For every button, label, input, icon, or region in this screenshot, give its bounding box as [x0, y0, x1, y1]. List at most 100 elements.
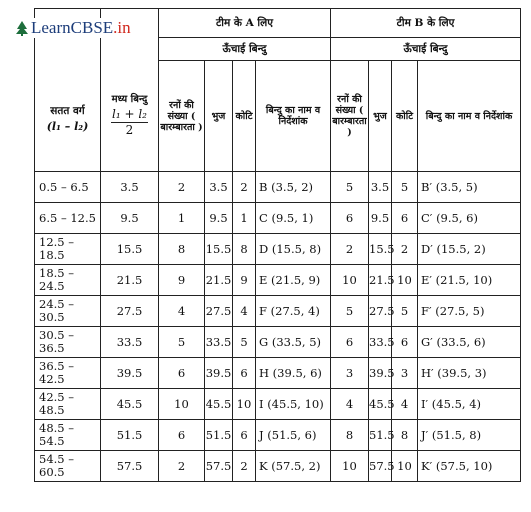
- midpoint-cell: 15.5: [100, 233, 159, 265]
- team-a-point-cell: H (39.5, 6): [255, 357, 331, 389]
- team-b-x-cell: 9.5: [368, 202, 392, 234]
- team-b-y-cell: 3: [391, 357, 418, 389]
- team-b-y-cell: 6: [391, 202, 418, 234]
- team-b-x-header: भुज: [368, 60, 392, 172]
- team-a-y-cell: 10: [232, 388, 256, 420]
- table-row: 18.5 – 24.5 21.5 9 21.5 9 E (21.5, 9) 10 21.5 10…: [34, 264, 522, 296]
- team-a-y-cell: 1: [232, 202, 256, 234]
- team-b-runs-cell: 3: [330, 357, 369, 389]
- team-a-point-cell: C (9.5, 1): [255, 202, 331, 234]
- team-a-x-cell: 15.5: [204, 233, 233, 265]
- team-a-y-cell: 6: [232, 357, 256, 389]
- team-b-runs-cell: 10: [330, 264, 369, 296]
- team-b-point-cell: D′ (15.5, 2): [416, 233, 522, 265]
- class-interval-cell: 42.5 – 48.5: [34, 388, 101, 420]
- team-b-point-cell: G′ (33.5, 6): [416, 326, 522, 358]
- team-a-point-cell: D (15.5, 8): [255, 233, 331, 265]
- team-b-height-points: ऊँचाई बिन्दु: [329, 37, 522, 61]
- team-a-point-cell: K (57.5, 2): [255, 450, 331, 482]
- table-row: 24.5 – 30.5 27.5 4 27.5 4 F (27.5, 4) 5 27.5 5 F′…: [34, 295, 522, 327]
- team-b-y-cell: 10: [391, 264, 418, 296]
- class-interval-cell: 36.5 – 42.5: [34, 357, 101, 389]
- team-a-runs-cell: 2: [158, 450, 205, 482]
- team-b-x-cell: 51.5: [368, 419, 395, 451]
- team-a-y-cell: 9: [232, 264, 256, 296]
- team-a-y-cell: 2: [232, 171, 256, 203]
- team-b-y-cell: 4: [391, 388, 418, 420]
- team-a-point-cell: I (45.5, 10): [255, 388, 331, 420]
- team-b-y-header: कोटि: [391, 60, 418, 172]
- table-row: 54.5 – 60.5 57.5 2 57.5 2 K (57.5, 2) 10 57.5 10…: [34, 450, 522, 482]
- midpoint-cell: 45.5: [100, 388, 159, 420]
- team-b-runs-cell: 5: [330, 295, 369, 327]
- midpoint-cell: 21.5: [100, 264, 159, 296]
- team-a-runs-cell: 10: [158, 388, 205, 420]
- team-a-x-header: भुज: [204, 60, 233, 172]
- team-a-y-cell: 5: [232, 326, 256, 358]
- team-b-point-cell: E′ (21.5, 10): [416, 264, 522, 296]
- team-b-x-cell: 33.5: [368, 326, 395, 358]
- team-b-x-cell: 3.5: [368, 171, 392, 203]
- team-a-y-cell: 8: [232, 233, 256, 265]
- team-b-x-cell: 21.5: [368, 264, 395, 296]
- team-a-runs-header: रनों की संख्या ( बारम्बारता ): [158, 60, 205, 172]
- team-a-x-cell: 27.5: [204, 295, 233, 327]
- team-a-point-cell: F (27.5, 4): [255, 295, 331, 327]
- class-interval-cell: 0.5 – 6.5: [34, 171, 101, 203]
- team-b-x-cell: 39.5: [368, 357, 395, 389]
- midpoint-cell: 9.5: [100, 202, 159, 234]
- team-a-runs-cell: 4: [158, 295, 205, 327]
- team-b-runs-cell: 10: [330, 450, 369, 482]
- midpoint-cell: 51.5: [100, 419, 159, 451]
- team-a-header: टीम के A लिए: [158, 8, 331, 38]
- team-b-point-cell: J′ (51.5, 8): [416, 419, 522, 451]
- team-b-point-cell: C′ (9.5, 6): [416, 202, 522, 234]
- team-a-point-cell: B (3.5, 2): [255, 171, 331, 203]
- team-b-runs-header: रनों की संख्या ( बारम्बारता ): [330, 60, 369, 172]
- team-b-y-cell: 10: [391, 450, 418, 482]
- team-a-x-cell: 9.5: [204, 202, 233, 234]
- class-interval-cell: 48.5 – 54.5: [34, 419, 101, 451]
- midpoint-cell: 3.5: [100, 171, 159, 203]
- midpoint-cell: 57.5: [100, 450, 159, 482]
- frequency-coordinates-table: सतत वर्ग (l₁ – l₂) मध्य बिन्दु l₁ + l₂ 2…: [34, 8, 522, 482]
- team-a-y-header: कोटि: [232, 60, 256, 172]
- table-row: 36.5 – 42.5 39.5 6 39.5 6 H (39.5, 6) 3 39.5 3 H′…: [34, 357, 522, 389]
- team-a-y-cell: 4: [232, 295, 256, 327]
- learncbse-logo: LearnCBSE.in: [12, 18, 134, 38]
- midpoint-cell: 39.5: [100, 357, 159, 389]
- midpoint-cell: 33.5: [100, 326, 159, 358]
- team-a-point-cell: J (51.5, 6): [255, 419, 331, 451]
- table-row: 48.5 – 54.5 51.5 6 51.5 6 J (51.5, 6) 8 51.5 8 J′…: [34, 419, 522, 451]
- table-row: 30.5 – 36.5 33.5 5 33.5 5 G (33.5, 5) 6 33.5 6 G′…: [34, 326, 522, 358]
- team-a-runs-cell: 1: [158, 202, 205, 234]
- team-b-header: टीम B के लिए: [329, 8, 522, 38]
- team-a-x-cell: 33.5: [204, 326, 233, 358]
- class-interval-cell: 24.5 – 30.5: [34, 295, 101, 327]
- midpoint-cell: 27.5: [100, 295, 159, 327]
- team-a-runs-cell: 9: [158, 264, 205, 296]
- table-row: 6.5 – 12.5 9.5 1 9.5 1 C (9.5, 1) 6 9.5 6 C′ (9.5…: [34, 202, 522, 234]
- team-b-x-cell: 15.5: [368, 233, 395, 265]
- team-a-point-cell: G (33.5, 5): [255, 326, 331, 358]
- team-b-point-header: बिन्दु का नाम व निर्देशांक: [416, 60, 522, 172]
- class-interval-cell: 18.5 – 24.5: [34, 264, 101, 296]
- table-row: 42.5 – 48.5 45.5 10 45.5 10 I (45.5, 10) 4 45.5…: [34, 388, 522, 420]
- team-a-runs-cell: 2: [158, 171, 205, 203]
- team-a-x-cell: 45.5: [204, 388, 233, 420]
- team-a-x-cell: 3.5: [204, 171, 233, 203]
- class-interval-cell: 6.5 – 12.5: [34, 202, 101, 234]
- team-b-y-cell: 2: [391, 233, 418, 265]
- team-b-x-cell: 45.5: [368, 388, 395, 420]
- team-a-point-cell: E (21.5, 9): [255, 264, 331, 296]
- team-a-runs-cell: 8: [158, 233, 205, 265]
- tree-icon: [16, 21, 28, 36]
- team-b-runs-cell: 6: [330, 202, 369, 234]
- class-interval-cell: 54.5 – 60.5: [34, 450, 101, 482]
- team-b-point-cell: F′ (27.5, 5): [416, 295, 522, 327]
- team-b-y-cell: 8: [391, 419, 418, 451]
- table-row: 12.5 – 18.5 15.5 8 15.5 8 D (15.5, 8) 2 15.5 2 D′…: [34, 233, 522, 265]
- class-interval-cell: 30.5 – 36.5: [34, 326, 101, 358]
- team-b-y-cell: 5: [391, 171, 418, 203]
- team-b-y-cell: 6: [391, 326, 418, 358]
